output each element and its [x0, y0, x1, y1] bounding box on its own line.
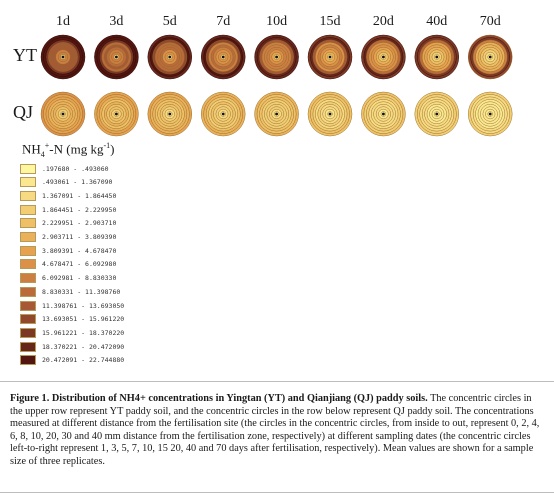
legend-swatch	[20, 204, 36, 215]
legend-range: 6.092981 - 8.830330	[42, 274, 117, 283]
disc-QJ-7d	[200, 91, 246, 137]
center-dot	[275, 55, 278, 59]
legend-swatch	[20, 259, 36, 270]
center-dot	[221, 112, 225, 116]
disc-QJ-5d	[147, 91, 193, 137]
legend-item: .197680 - .493060	[20, 162, 109, 175]
center-dot	[61, 112, 65, 116]
legend-item: 18.370221 - 20.472090	[20, 340, 124, 353]
disc-YT-20d	[361, 34, 406, 80]
center-dot	[115, 112, 118, 116]
day-label-3d: 3d	[109, 14, 124, 29]
center-dot	[382, 112, 385, 116]
day-label-70d: 70d	[479, 14, 501, 29]
legend-range: 20.472091 - 22.744880	[42, 356, 125, 365]
center-dot	[168, 112, 172, 116]
disc-QJ-15d	[307, 91, 353, 137]
legend-item: 4.678471 - 6.092980	[20, 258, 116, 271]
disc-QJ-20d	[361, 91, 406, 137]
legend-range: .197680 - .493060	[42, 164, 109, 173]
center-dot	[488, 55, 492, 59]
disc-YT-5d	[147, 34, 193, 80]
legend-item: 1.864451 - 2.229950	[20, 203, 116, 216]
legend-swatch	[20, 163, 36, 174]
center-dot	[275, 112, 278, 116]
center-dot	[488, 112, 492, 116]
legend-swatch	[20, 232, 36, 242]
day-label-20d: 20d	[372, 14, 394, 29]
legend-item: .493061 - 1.367090	[20, 176, 112, 189]
legend-item: 6.092981 - 8.830330	[20, 272, 116, 285]
day-label-1d: 1d	[56, 14, 70, 29]
day-label-7d: 7d	[216, 14, 231, 29]
day-label-40d: 40d	[426, 14, 448, 29]
figure-caption: Figure 1. Distribution of NH4+ concentra…	[10, 393, 546, 469]
day-label-10d: 10d	[266, 14, 288, 29]
center-dot	[221, 55, 225, 59]
legend-swatch	[20, 177, 36, 188]
legend-swatch	[20, 218, 36, 229]
concentric-circle-chart	[40, 34, 513, 137]
legend-item: 15.961221 - 18.370220	[20, 326, 124, 339]
legend-swatch	[20, 273, 36, 284]
legend-item: 11.398761 - 13.693050	[20, 299, 124, 312]
caption-body: The concentric circles in the upper row …	[10, 393, 540, 467]
legend-item: 20.472091 - 22.744880	[20, 354, 124, 367]
legend-swatch	[20, 341, 36, 352]
legend-swatch	[20, 190, 36, 201]
disc-QJ-3d	[94, 91, 139, 137]
legend-range: .493061 - 1.367090	[42, 178, 113, 187]
legend-swatch	[20, 286, 36, 297]
legend-range: 8.830331 - 11.398760	[42, 287, 121, 296]
legend-range: 4.678471 - 6.092980	[42, 260, 117, 269]
separator-line	[0, 381, 554, 382]
disc-YT-70d	[467, 34, 513, 80]
center-dot	[61, 55, 65, 59]
disc-YT-7d	[200, 34, 246, 80]
legend-title: NH4+-N (mg kg-1)	[22, 141, 115, 159]
disc-QJ-40d	[414, 91, 460, 137]
legend-range: 3.809391 - 4.678470	[42, 246, 117, 255]
disc-QJ-10d	[254, 91, 299, 137]
legend-range: 18.370221 - 20.472090	[42, 342, 125, 351]
legend-item: 8.830331 - 11.398760	[20, 285, 120, 298]
row-label-YT: YT	[13, 45, 37, 65]
disc-YT-3d	[94, 34, 139, 80]
disc-QJ-70d	[467, 91, 513, 137]
legend-swatch	[20, 314, 36, 325]
row-label-QJ: QJ	[13, 102, 34, 122]
disc-YT-1d	[40, 34, 86, 80]
legend-range: 13.693051 - 15.961220	[42, 315, 125, 324]
legend-range: 1.864451 - 2.229950	[42, 205, 117, 214]
center-dot	[328, 112, 332, 116]
disc-QJ-1d	[40, 91, 86, 137]
caption-heading: Figure 1. Distribution of NH4+ concentra…	[10, 393, 428, 404]
legend-swatch	[20, 355, 36, 366]
center-dot	[168, 55, 172, 59]
bottom-rule	[0, 492, 554, 493]
center-dot	[115, 55, 118, 59]
legend-swatch	[20, 327, 36, 338]
legend-item: 3.809391 - 4.678470	[20, 244, 116, 257]
center-dot	[435, 112, 439, 116]
legend-range: 15.961221 - 18.370220	[42, 328, 125, 337]
legend-range: 1.367091 - 1.864450	[42, 191, 117, 200]
legend-item: 1.367091 - 1.864450	[20, 189, 116, 202]
disc-YT-15d	[307, 34, 353, 80]
disc-YT-40d	[414, 34, 460, 80]
legend-range: 2.229951 - 2.903710	[42, 219, 117, 228]
legend-swatch	[20, 300, 36, 311]
center-dot	[435, 55, 439, 59]
legend-item: 13.693051 - 15.961220	[20, 313, 124, 326]
center-dot	[328, 55, 332, 59]
day-label-5d: 5d	[162, 14, 177, 29]
day-label-15d: 15d	[319, 14, 341, 29]
legend-item: 2.903711 - 3.809390	[20, 231, 116, 244]
legend-item: 2.229951 - 2.903710	[20, 217, 116, 230]
disc-YT-10d	[254, 34, 299, 80]
legend-range: 2.903711 - 3.809390	[42, 233, 117, 241]
center-dot	[382, 55, 385, 59]
legend-swatch	[20, 245, 36, 256]
legend-range: 11.398761 - 13.693050	[42, 301, 125, 310]
